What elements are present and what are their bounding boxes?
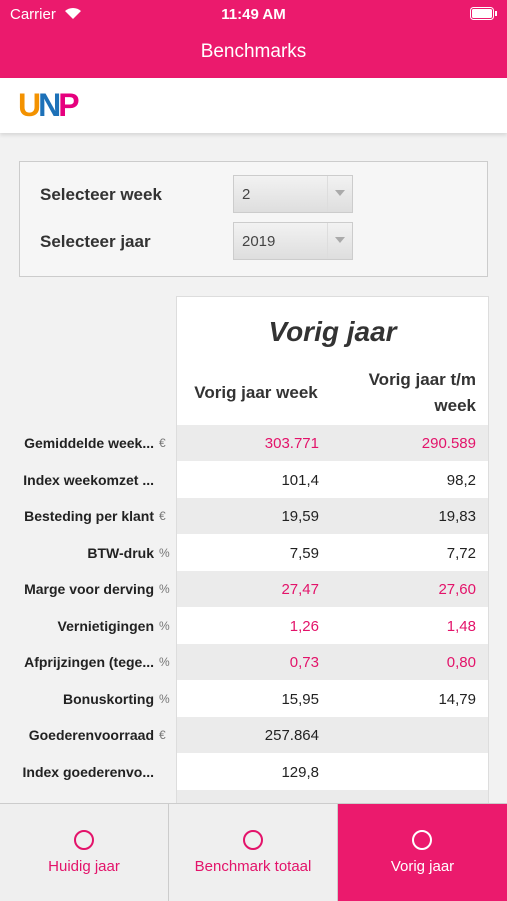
row-unit: % <box>159 618 170 633</box>
row-background <box>177 644 488 680</box>
row-unit: € <box>159 436 166 450</box>
wifi-icon <box>65 7 81 19</box>
logo: UNP <box>18 87 80 124</box>
cell: 129,8 <box>281 763 319 781</box>
cell: 27,47 <box>281 581 319 598</box>
cell: 19,83 <box>438 508 476 525</box>
row-background <box>177 425 488 461</box>
row-unit: € <box>159 509 166 523</box>
row-background <box>177 571 488 607</box>
cell: 303.771 <box>264 435 319 452</box>
logo-letter: U <box>18 87 41 123</box>
tab-label: Vorig jaar <box>390 858 455 875</box>
tab-label: Benchmark totaal <box>194 858 312 875</box>
row-label: Gemiddelde week... <box>24 435 154 451</box>
row-unit: € <box>159 728 166 742</box>
row-unit: % <box>159 691 170 706</box>
row-label: Vernietigingen <box>57 617 154 634</box>
row-unit: % <box>159 545 170 560</box>
row-background <box>177 790 488 803</box>
cell: 15,95 <box>281 690 319 708</box>
cell: 19,59 <box>281 508 319 525</box>
cell: 7,72 <box>446 544 476 562</box>
cell: 101,4 <box>281 471 319 489</box>
row-label: Bonuskorting <box>63 690 154 707</box>
cell: 27,60 <box>438 581 476 598</box>
battery-icon <box>470 7 497 20</box>
cell: 1,26 <box>289 617 319 635</box>
cell: 0,80 <box>446 654 476 671</box>
selector-label: Selecteer week <box>40 185 162 204</box>
dropdown-arrow <box>327 223 352 259</box>
tab[interactable]: Vorig jaar <box>338 804 507 901</box>
row-label: Marge voor derving <box>24 581 154 597</box>
row-label: BTW-druk <box>87 544 154 561</box>
column-header: Vorig jaar t/m week <box>368 370 476 415</box>
tab-icon <box>412 830 432 850</box>
tab-icon <box>74 830 94 850</box>
tab-label: Huidig jaar <box>48 858 120 875</box>
cell: 257.864 <box>264 727 319 744</box>
row-label: Index weekomzet ... <box>23 471 154 488</box>
table-title: Vorig jaar <box>268 316 397 347</box>
tab[interactable]: Benchmark totaal <box>169 804 338 901</box>
selector-label: Selecteer jaar <box>40 232 151 251</box>
page-title: Benchmarks <box>200 41 307 62</box>
cell: 290.589 <box>421 435 476 452</box>
cell: 98,2 <box>446 471 476 489</box>
top-bar: Carrier 11:49 AM Benchmarks <box>0 0 507 78</box>
dropdown[interactable]: 2 <box>233 175 353 213</box>
row-unit: % <box>159 655 170 669</box>
row-label: Afprijzingen (tege... <box>24 654 154 670</box>
logo-letter: N <box>38 87 61 123</box>
dropdown-arrow <box>327 176 352 212</box>
tab-bar: Huidig jaar Benchmark totaal Vorig jaar <box>0 803 507 901</box>
carrier: Carrier <box>10 6 56 23</box>
row-background <box>177 498 488 534</box>
dropdown[interactable]: 2019 <box>233 222 353 260</box>
row-label: Goederenvoorraad <box>28 727 154 743</box>
column-header: Vorig jaar week <box>194 383 318 402</box>
cell: 7,59 <box>289 544 319 562</box>
logo-bar: UNP <box>0 78 507 133</box>
row-label: Besteding per klant <box>24 508 154 524</box>
tab-icon <box>243 830 263 850</box>
row-label: Index goederenvo... <box>22 763 154 780</box>
cell: 14,79 <box>438 690 476 708</box>
row-unit: % <box>159 582 170 596</box>
logo-letter: P <box>58 87 79 123</box>
cell: 1,48 <box>446 617 476 635</box>
time: 11:49 AM <box>221 6 286 23</box>
row-background <box>177 717 488 753</box>
cell: 0,73 <box>289 654 319 671</box>
tab[interactable]: Huidig jaar <box>0 804 169 901</box>
